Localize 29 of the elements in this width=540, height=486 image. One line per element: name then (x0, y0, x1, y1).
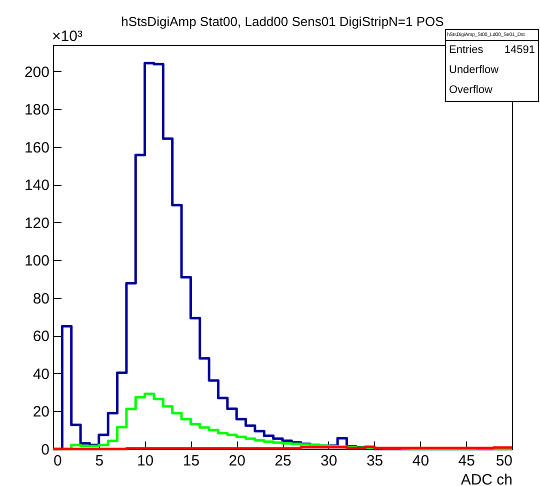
y-tick-label: 100 (24, 252, 50, 270)
x-tick-label: 0 (54, 452, 62, 470)
x-tick-label: 45 (458, 452, 475, 470)
x-tick-label: 35 (366, 452, 384, 470)
chart-title: hStsDigiAmp Stat00, Ladd00 Sens01 DigiStripN=1 POS (121, 14, 444, 29)
annotation: Entries (449, 44, 484, 58)
y-tick-label: 120 (24, 214, 50, 232)
x-tick-label: 50 (496, 452, 512, 470)
x-axis-title: ADC ch (460, 472, 512, 486)
y-tick-label: 200 (24, 64, 50, 81)
y-tick-label: 20 (32, 404, 50, 421)
x-tick-label: 25 (274, 452, 292, 470)
y-tick-label: 160 (24, 139, 50, 156)
y-tick-label: 0 (41, 442, 50, 458)
annotation: 14591 (504, 44, 535, 58)
x-tick-label: 30 (320, 452, 338, 470)
y-tick-label: 180 (24, 102, 50, 119)
x-tick-label: 5 (95, 452, 104, 470)
annotation: Overflow (449, 84, 492, 98)
x-tick-label: 40 (412, 452, 430, 470)
text: ×10³ (52, 28, 82, 45)
x-tick-label: 15 (182, 452, 200, 470)
x-tick-label: 20 (228, 452, 246, 470)
y-tick-label: 60 (32, 328, 50, 346)
x-tick-label: 10 (136, 452, 154, 470)
y-tick-label: 140 (24, 177, 50, 194)
y-tick-label: 80 (32, 290, 50, 308)
annotation: Underflow (449, 64, 499, 78)
y-tick-label: 40 (32, 366, 50, 383)
